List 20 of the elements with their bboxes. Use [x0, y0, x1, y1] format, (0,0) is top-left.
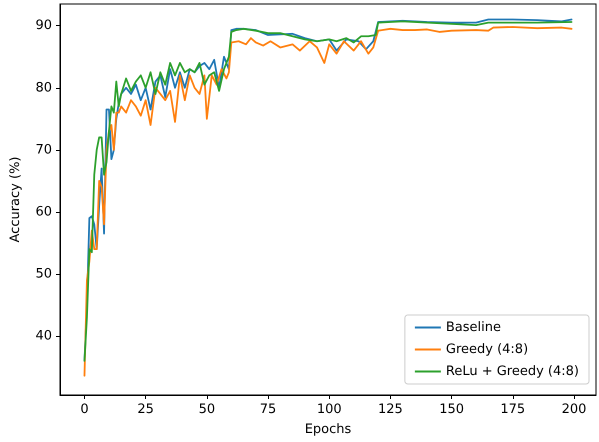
x-tick-label: 125 — [378, 402, 403, 417]
legend-label: ReLu + Greedy (4:8) — [446, 364, 580, 379]
legend-label: Greedy (4:8) — [446, 342, 528, 357]
y-tick-label: 50 — [35, 266, 52, 282]
x-tick-label: 75 — [260, 402, 276, 417]
y-tick-label: 60 — [35, 204, 52, 220]
x-tick-label: 0 — [80, 402, 89, 417]
x-tick-label: 150 — [439, 402, 464, 417]
y-tick-label: 90 — [35, 18, 52, 34]
y-axis-title: Accuracy (%) — [8, 156, 23, 242]
y-tick-label: 70 — [35, 142, 52, 158]
x-tick-label: 175 — [500, 402, 526, 417]
y-tick-label: 80 — [35, 80, 52, 96]
legend-label: Baseline — [446, 320, 501, 335]
x-tick-label: 200 — [562, 402, 586, 417]
x-tick-label: 25 — [137, 402, 154, 417]
y-tick-label: 40 — [35, 328, 52, 344]
x-axis-title: Epochs — [304, 422, 352, 437]
x-tick-label: 100 — [316, 402, 342, 417]
x-tick-label: 50 — [198, 402, 216, 417]
